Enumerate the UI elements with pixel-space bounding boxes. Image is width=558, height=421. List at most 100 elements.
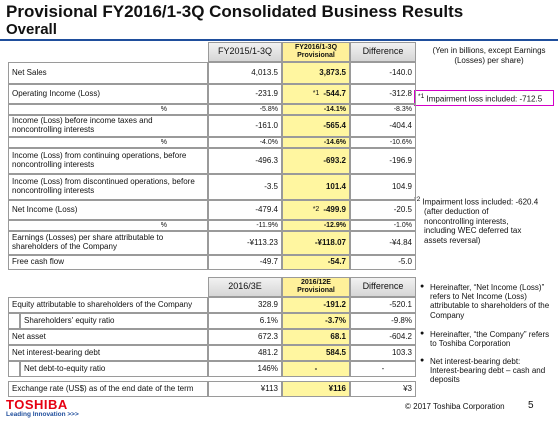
cell-value: -49.7 (208, 255, 282, 270)
row-label: Income (Loss) from discontinued operatio… (8, 174, 208, 200)
cell-value: -196.9 (350, 148, 416, 174)
row-label: Net asset (8, 329, 208, 345)
value: 104.9 (391, 181, 412, 191)
percent-value: -5.8% (208, 104, 282, 115)
cell-value: 6.1% (208, 313, 282, 329)
percent-label: % (8, 137, 208, 148)
row-label: Net Income (Loss) (8, 200, 208, 220)
column-header: 2016/12E Provisional (282, 277, 350, 297)
cell-value: 146% (208, 361, 282, 377)
cell-value: *2 -499.9 (282, 200, 350, 220)
cell-value: -404.4 (350, 115, 416, 137)
note-box: *1 Impairment loss included: -712.5 (414, 90, 554, 106)
percent-value: -1.0% (350, 220, 416, 231)
cell-value: - (282, 361, 350, 377)
note: *2 Impairment loss included: -620.4 (afte… (414, 196, 556, 246)
column-header: FY2016/1-3Q Provisional (282, 42, 350, 62)
value: -161.0 (255, 120, 278, 130)
value: 3,873.5 (319, 67, 346, 77)
cell-value: 4,013.5 (208, 62, 282, 84)
bullet-note: Hereinafter, “Net Income (Loss)” refers … (420, 283, 550, 320)
cell-value: -¥4.84 (350, 231, 416, 255)
value: -496.3 (255, 155, 278, 165)
cell-value: 481.2 (208, 345, 282, 361)
column-header: 2016/3E (208, 277, 282, 297)
cell-value: 3,873.5 (282, 62, 350, 84)
cell-value: -496.3 (208, 148, 282, 174)
header-line: Provisional (297, 287, 335, 294)
cell-value: 103.3 (350, 345, 416, 361)
percent-label: % (8, 220, 208, 231)
bullet-note: Hereinafter, “the Company” refers to Tos… (420, 330, 550, 348)
value: -140.0 (389, 67, 412, 77)
cell-value: -5.0 (350, 255, 416, 270)
cell-value: 328.9 (208, 297, 282, 313)
cell-value: - (350, 361, 416, 377)
copyright: © 2017 Toshiba Corporation (405, 402, 505, 411)
cell-value: -693.2 (282, 148, 350, 174)
cell-value: 672.3 (208, 329, 282, 345)
cell-value: -520.1 (350, 297, 416, 313)
cell-value: ¥116 (282, 381, 350, 397)
value: -544.7 (323, 88, 346, 98)
cell-value: -191.2 (282, 297, 350, 313)
tagline: Leading Innovation >>> (6, 411, 79, 418)
row-label: Equity attributable to shareholders of t… (8, 297, 208, 313)
note-marker: *1 (418, 93, 425, 100)
title: Provisional FY2016/1-3Q Consolidated Bus… (6, 2, 464, 21)
note-marker: *2 (414, 196, 421, 203)
footnote-marker: *1 (312, 90, 320, 98)
cell-value: 104.9 (350, 174, 416, 200)
row-label: Income (Loss) from continuing operations… (8, 148, 208, 174)
indent-cell (8, 313, 20, 329)
value: 4,013.5 (251, 67, 278, 77)
cell-value: -231.9 (208, 84, 282, 104)
value: -565.4 (323, 120, 346, 130)
cell-value: 584.5 (282, 345, 350, 361)
percent-value: -10.6% (350, 137, 416, 148)
percent-value: -11.9% (208, 220, 282, 231)
column-header: FY2015/1-3Q (208, 42, 282, 62)
cell-value: -¥118.07 (282, 231, 350, 255)
value: -¥4.84 (389, 237, 412, 247)
cell-value: -161.0 (208, 115, 282, 137)
title-rule (0, 39, 558, 41)
cell-value: -54.7 (282, 255, 350, 270)
header-line: Provisional (297, 52, 335, 59)
logo: TOSHIBA (6, 397, 68, 412)
cell-value: 101.4 (282, 174, 350, 200)
row-label: Operating Income (Loss) (8, 84, 208, 104)
value: -312.8 (389, 88, 412, 98)
value: 101.4 (325, 181, 346, 191)
value: -20.5 (393, 204, 412, 214)
bullet-note: Net interest-bearing debt: Interest-bear… (420, 357, 550, 385)
page-number: 5 (528, 400, 534, 411)
value: -499.9 (323, 204, 346, 214)
row-label: Earnings (Losses) per share attributable… (8, 231, 208, 255)
percent-value: -8.3% (350, 104, 416, 115)
value: -231.9 (255, 88, 278, 98)
cell-value: *1 -544.7 (282, 84, 350, 104)
percent-value: -14.6% (282, 137, 350, 148)
value: -49.7 (259, 257, 278, 267)
value: -5.0 (398, 257, 412, 267)
cell-value: -565.4 (282, 115, 350, 137)
percent-label: % (8, 104, 208, 115)
cell-value: -312.8 (350, 84, 416, 104)
row-label: Exchange rate (US$) as of the end date o… (8, 381, 208, 397)
note-text: Impairment loss included: -712.5 (426, 94, 543, 104)
footnote-marker: *2 (312, 206, 320, 214)
row-label: Free cash flow (8, 255, 208, 270)
row-label: Income (Loss) before income taxes and no… (8, 115, 208, 137)
column-header: Difference (350, 277, 416, 297)
row-label: Net debt-to-equity ratio (20, 361, 208, 377)
cell-value: -140.0 (350, 62, 416, 84)
percent-value: -12.9% (282, 220, 350, 231)
column-header: Difference (350, 42, 416, 62)
cell-value: ¥113 (208, 381, 282, 397)
note-detail: (after deduction of noncontrolling inter… (424, 207, 522, 246)
cell-value: 68.1 (282, 329, 350, 345)
value: -479.4 (255, 204, 278, 214)
indent-cell (8, 361, 20, 377)
